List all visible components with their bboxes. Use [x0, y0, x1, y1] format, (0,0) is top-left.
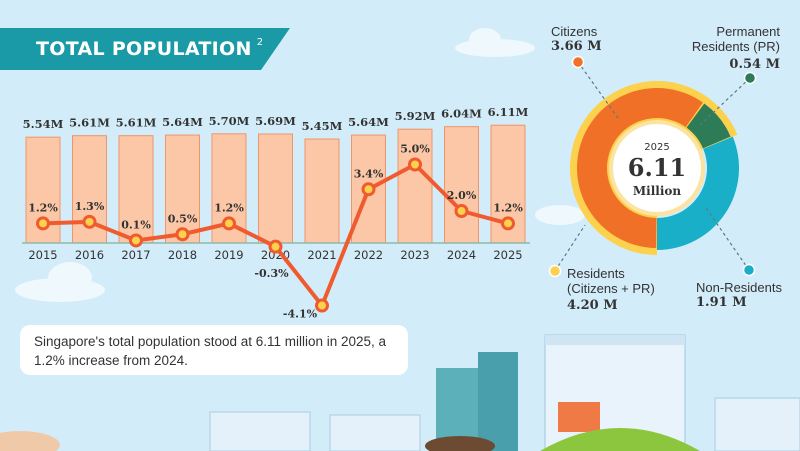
summary-box: Singapore's total population stood at 6.… — [20, 325, 408, 375]
cloud — [48, 262, 92, 294]
bar — [444, 126, 479, 244]
bar — [304, 138, 340, 244]
bar-value-label: 6.04M — [441, 107, 482, 121]
growth-label: -4.1% — [283, 308, 318, 321]
growth-point — [129, 233, 143, 248]
growth-label: 1.2% — [28, 201, 58, 214]
legend-residents: Residents (Citizens + PR) 4.20 M — [567, 266, 677, 313]
bar-value-label: 5.69M — [255, 114, 296, 128]
bar-value-label: 5.64M — [348, 115, 389, 129]
citizens-label: Citizens — [551, 24, 598, 39]
x-tick-label: 2018 — [168, 248, 197, 262]
residents-value: 4.20 M — [567, 298, 618, 313]
x-tick-label: 2021 — [307, 248, 336, 262]
growth-label: 0.5% — [168, 212, 198, 225]
residents-label: Residents (Citizens + PR) — [567, 266, 655, 296]
slice-pr — [686, 103, 731, 149]
x-tick-label: 2019 — [214, 248, 243, 262]
bar-value-label: 5.92M — [395, 109, 436, 123]
page-title: TOTAL POPULATION — [36, 38, 252, 60]
growth-point — [501, 216, 515, 231]
center-unit: Million — [633, 184, 682, 198]
title-footnote: 2 — [256, 37, 264, 48]
bar — [118, 135, 154, 244]
bar-value-label: 5.45M — [302, 119, 343, 133]
x-tick-label: 2016 — [75, 248, 104, 262]
growth-label: 0.1% — [121, 218, 151, 231]
x-tick-label: 2017 — [121, 248, 150, 262]
growth-point — [268, 239, 283, 254]
growth-label: 2.0% — [447, 189, 477, 202]
x-tick-label: 2025 — [493, 248, 522, 262]
x-tick-label: 2023 — [400, 248, 429, 262]
bar — [165, 134, 200, 244]
bar — [258, 133, 293, 244]
leader-line — [705, 207, 750, 271]
citizens-value: 3.66 M — [551, 39, 602, 54]
non-residents-value: 1.91 M — [696, 295, 747, 310]
x-tick-label: 2015 — [28, 248, 57, 262]
bar-value-label: 5.61M — [116, 116, 157, 130]
growth-label: 1.3% — [75, 200, 105, 213]
x-tick-label: 2024 — [447, 248, 476, 262]
growth-point — [454, 204, 469, 218]
buildings — [0, 334, 800, 451]
growth-point — [82, 214, 97, 229]
cloud — [535, 205, 585, 225]
donut-center — [609, 120, 705, 216]
growth-point — [222, 216, 236, 231]
bar-value-label: 5.54M — [23, 117, 64, 131]
non-residents-label: Non-Residents — [696, 280, 782, 295]
bar-value-label: 5.64M — [162, 115, 203, 129]
title-wrap: TOTAL POPULATION 2 — [36, 37, 263, 61]
growth-label: 3.4% — [354, 167, 384, 180]
center-year: 2025 — [644, 142, 669, 153]
bar-value-label: 5.70M — [209, 114, 250, 128]
growth-label: 1.2% — [493, 201, 523, 214]
growth-point — [361, 182, 376, 197]
title-banner: TOTAL POPULATION 2 — [0, 28, 290, 70]
growth-point — [175, 227, 190, 242]
slice-non-residents — [657, 136, 739, 250]
residents-dot — [548, 264, 562, 278]
growth-point — [36, 216, 50, 231]
citizens-dot — [571, 55, 585, 69]
pr-label: Permanent Residents (PR) — [691, 24, 780, 54]
leader-line — [554, 224, 586, 272]
cloud — [469, 28, 501, 52]
growth-label: -0.3% — [254, 267, 289, 280]
pr-value: 0.54 M — [729, 57, 780, 72]
growth-point — [315, 298, 329, 313]
legend-pr: Permanent Residents (PR) 0.54 M — [680, 24, 780, 72]
growth-label: 1.2% — [214, 201, 244, 214]
bar-value-label: 5.61M — [69, 116, 110, 130]
bar-value-label: 6.11M — [488, 105, 529, 119]
non-residents-dot — [742, 263, 756, 277]
legend-citizens: Citizens 3.66 M — [551, 24, 602, 54]
legend-non-residents: Non-Residents 1.91 M — [696, 280, 782, 310]
center-value: 6.11 — [628, 153, 686, 182]
pr-dot — [743, 71, 757, 85]
growth-label: 5.0% — [400, 143, 430, 156]
growth-point — [408, 157, 422, 172]
x-tick-label: 2022 — [354, 248, 383, 262]
slice-citizens — [577, 87, 703, 248]
summary-text: Singapore's total population stood at 6.… — [34, 334, 387, 368]
